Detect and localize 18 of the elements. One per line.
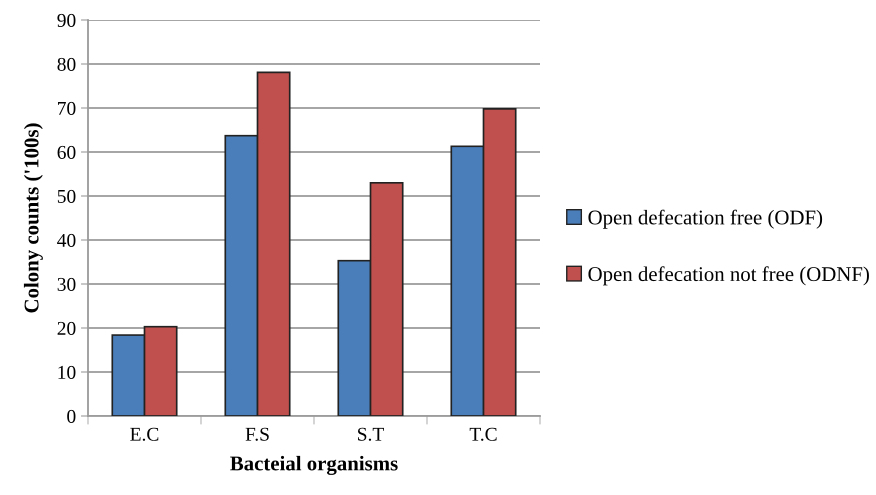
y-tick-label: 40	[57, 234, 76, 247]
x-tick-label: T.C	[470, 428, 497, 441]
x-axis-title: Bacteial organisms	[230, 456, 398, 475]
y-tick-label: 90	[57, 14, 76, 27]
y-axis-title: Colony counts ('100s)	[24, 123, 43, 312]
y-tick-label: 50	[58, 190, 76, 203]
y-tick-label: 20	[58, 322, 76, 335]
y-tick-label: 10	[58, 366, 76, 379]
y-tick-label: 0	[67, 410, 76, 423]
y-tick-label: 80	[57, 58, 76, 71]
legend-label: Open defecation not free (ODNF)	[588, 266, 869, 286]
x-tick-label: F.S	[246, 428, 269, 441]
x-tick-label: E.C	[130, 428, 158, 441]
y-tick-label: 30	[58, 278, 76, 291]
legend-label: Open defecation free (ODF)	[588, 210, 822, 229]
y-tick-label: 70	[58, 102, 76, 115]
x-tick-label: S.T	[358, 428, 384, 441]
y-tick-label: 60	[58, 146, 76, 159]
